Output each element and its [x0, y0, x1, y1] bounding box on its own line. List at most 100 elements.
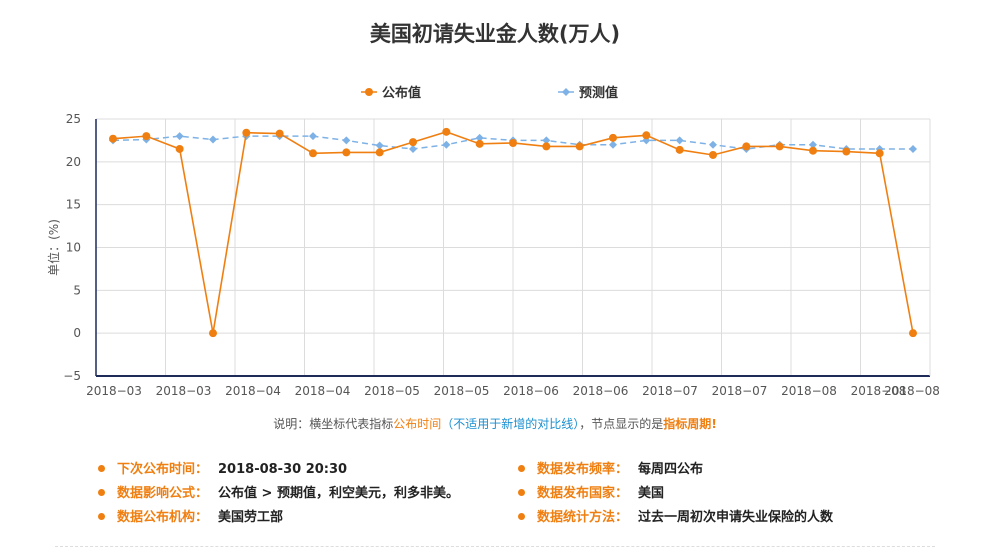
info-value: 美国 — [638, 486, 665, 501]
legend-label: 预测值 — [579, 85, 618, 101]
note-prefix: 说明：横坐标代表指标 — [273, 417, 394, 431]
note-paren-close: ） — [573, 417, 580, 431]
info-label: 数据影响公式： — [117, 486, 209, 501]
forecast-point — [609, 140, 617, 149]
info-country: 数据发布国家： 美国 — [518, 482, 664, 501]
info-label: 下次公布时间： — [117, 462, 209, 477]
info-label: 数据公布机构： — [117, 510, 209, 525]
forecast-point — [542, 136, 551, 145]
x-tick-label: 2018−04 — [295, 384, 351, 398]
actual-point — [209, 329, 217, 338]
y-tick-label: −5 — [63, 369, 81, 383]
forecast-point — [309, 132, 317, 141]
legend-marker — [562, 88, 570, 96]
note-suffix: ! — [711, 417, 717, 431]
legend-marker — [365, 88, 373, 96]
info-label: 数据统计方法： — [537, 510, 629, 525]
x-tick-label: 2018−08 — [781, 384, 837, 398]
actual-point — [675, 145, 684, 154]
forecast-point — [375, 141, 384, 150]
x-tick-label: 2018−08 — [884, 384, 940, 398]
actual-point — [475, 139, 484, 148]
info-value: 每周四公布 — [638, 462, 704, 477]
forecast-point — [409, 144, 417, 153]
actual-point — [609, 133, 617, 142]
note-highlight-comparison: 不适用于新增的对比线 — [453, 417, 574, 431]
chart-note: 说明：横坐标代表指标公布时间（不适用于新增的对比线），节点显示的是指标周期! — [0, 415, 990, 432]
actual-point — [242, 128, 251, 137]
forecast-point — [175, 132, 184, 141]
legend-label: 公布值 — [382, 85, 421, 101]
bullet-icon — [518, 465, 525, 472]
actual-point — [275, 129, 284, 138]
x-tick-label: 2018−03 — [156, 384, 212, 398]
note-highlight-period: 指标周期 — [663, 417, 712, 431]
forecast-point — [709, 140, 717, 149]
actual-point — [775, 142, 784, 151]
forecast-point — [342, 136, 351, 145]
info-value: 美国劳工部 — [218, 510, 284, 525]
actual-point — [575, 142, 584, 151]
info-value: 过去一周初次申请失业保险的人数 — [638, 510, 834, 525]
x-tick-label: 2018−08 — [851, 384, 907, 398]
info-publisher: 数据公布机构： 美国劳工部 — [98, 506, 283, 525]
actual-point — [909, 329, 917, 338]
actual-point — [109, 134, 117, 143]
bullet-icon — [98, 465, 105, 472]
x-tick-label: 2018−07 — [712, 384, 768, 398]
y-tick-label: 0 — [73, 326, 81, 340]
info-value: 2018-08-30 20:30 — [218, 462, 348, 477]
note-middle: ，节点显示的是 — [579, 417, 664, 431]
actual-point — [142, 132, 151, 141]
actual-point — [442, 127, 451, 136]
actual-point — [642, 131, 651, 140]
info-label: 数据发布频率： — [537, 462, 629, 477]
bullet-icon — [518, 513, 525, 520]
chart-title: 美国初请失业金人数(万人) — [369, 22, 621, 46]
actual-point — [409, 138, 417, 147]
x-tick-label: 2018−06 — [573, 384, 629, 398]
forecast-point — [442, 140, 451, 149]
actual-point — [375, 148, 384, 157]
note-highlight-publish-time: 公布时间 — [393, 417, 442, 431]
x-tick-label: 2018−05 — [434, 384, 490, 398]
forecast-point — [475, 133, 484, 142]
actual-point — [809, 146, 817, 155]
info-frequency: 数据发布频率： 每周四公布 — [518, 458, 703, 477]
y-tick-label: 20 — [66, 155, 81, 169]
x-tick-label: 2018−04 — [225, 384, 281, 398]
x-tick-label: 2018−07 — [642, 384, 698, 398]
x-tick-label: 2018−03 — [86, 384, 142, 398]
actual-point — [342, 148, 351, 157]
bullet-icon — [98, 489, 105, 496]
actual-point — [742, 142, 751, 151]
bullet-icon — [98, 513, 105, 520]
actual-point — [509, 138, 517, 147]
info-label: 数据发布国家： — [537, 486, 629, 501]
forecast-point — [909, 144, 917, 153]
actual-point — [309, 149, 317, 158]
y-tick-label: 25 — [66, 112, 81, 126]
footer-divider — [55, 546, 935, 547]
forecast-point — [209, 135, 217, 144]
forecast-point — [675, 136, 684, 145]
x-tick-label: 2018−06 — [503, 384, 559, 398]
actual-point — [875, 149, 884, 158]
bullet-icon — [518, 489, 525, 496]
actual-point — [542, 142, 551, 151]
actual-point — [709, 150, 717, 159]
y-tick-label: 15 — [66, 198, 81, 212]
info-value: 公布值 > 预期值，利空美元，利多非美。 — [218, 486, 459, 501]
note-paren-open: （ — [441, 417, 454, 431]
line-chart: 2018−03 2018−03 2018−04 2018−04 2018−05 2018−… — [46, 85, 940, 398]
y-tick-label: 10 — [66, 241, 81, 255]
x-tick-label: 2018−05 — [364, 384, 420, 398]
forecast-point — [809, 140, 817, 149]
y-tick-label: 5 — [73, 283, 81, 297]
info-method: 数据统计方法： 过去一周初次申请失业保险的人数 — [518, 506, 833, 525]
info-impact-formula: 数据影响公式： 公布值 > 预期值，利空美元，利多非美。 — [98, 482, 459, 501]
actual-point — [175, 144, 184, 153]
actual-point — [842, 147, 851, 156]
info-next-release: 下次公布时间： 2018-08-30 20:30 — [98, 458, 347, 477]
y-axis-label: 单位：(%) — [46, 219, 61, 276]
